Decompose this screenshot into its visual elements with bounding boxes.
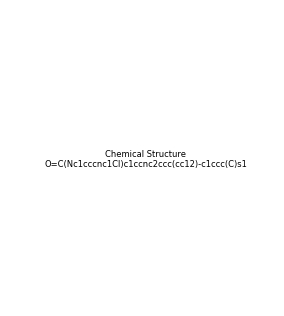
Text: Chemical Structure
O=C(Nc1cccnc1Cl)c1ccnc2ccc(cc12)-c1ccc(C)s1: Chemical Structure O=C(Nc1cccnc1Cl)c1ccn…	[44, 150, 247, 169]
